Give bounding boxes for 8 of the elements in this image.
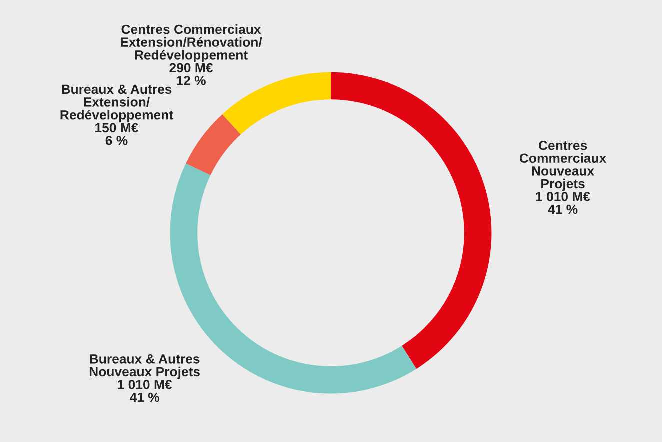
slice-label: Centres Commerciaux Nouveaux Projets: [520, 140, 607, 192]
slice-label: Bureaux & Autres Nouveaux Projets: [90, 354, 200, 380]
data-label: 1 010 M€ 41 %: [118, 380, 172, 402]
data-label: 1 010 M€ 41 %: [536, 192, 590, 214]
slice-label: Bureaux & Autres Extension/ Redéveloppement: [60, 84, 174, 122]
data-label: 290 M€ 12 %: [170, 63, 214, 86]
data-label: 150 M€ 6 %: [96, 123, 139, 146]
slice-label: Centres Commerciaux Extension/Rénovation/ Redéveloppement: [121, 24, 262, 62]
